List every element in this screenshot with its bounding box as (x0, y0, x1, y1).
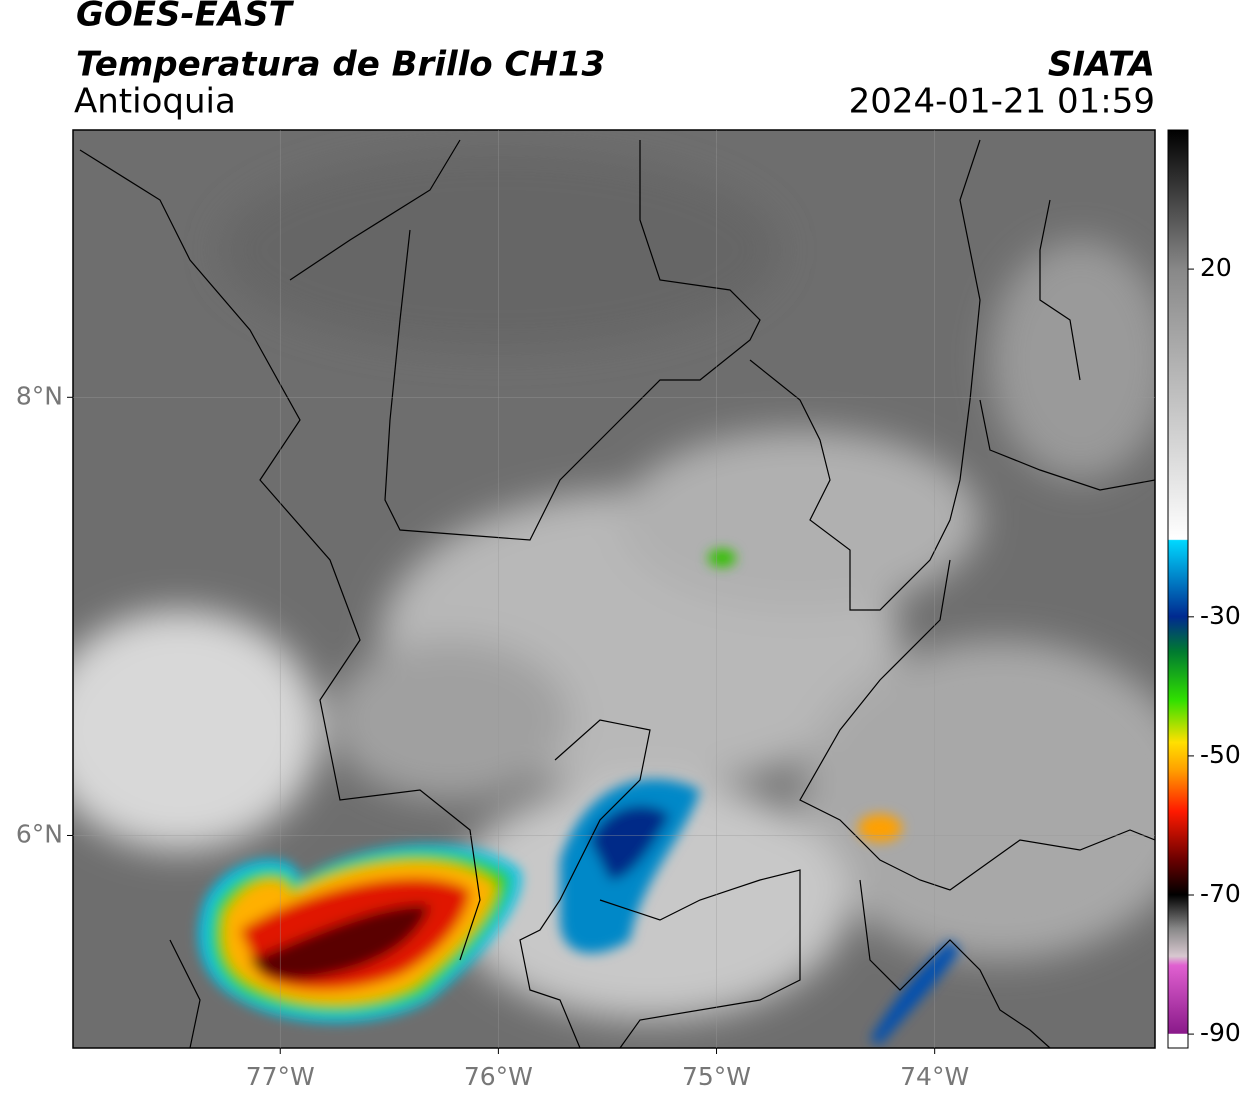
x-tick-label: 75°W (682, 1062, 751, 1091)
colorbar-tick-label: -50 (1200, 740, 1241, 769)
agency-label: SIATA (1048, 45, 1155, 85)
colorbar-tick-label: 20 (1200, 253, 1232, 282)
colorbar (1167, 129, 1189, 1049)
y-tick-label: 6°N (16, 819, 63, 848)
datetime-label: 2024-01-21 01:59 (849, 82, 1155, 122)
y-tick-label: 8°N (16, 381, 63, 410)
product-title: Temperatura de Brillo CH13 (76, 45, 605, 85)
satellite-image (73, 130, 1155, 1048)
map-frame (72, 129, 1156, 1049)
colorbar-tick-label: -90 (1200, 1018, 1241, 1047)
x-tick-label: 74°W (900, 1062, 969, 1091)
colorbar-tick-label: -70 (1200, 879, 1241, 908)
region-label: Antioquia (74, 82, 236, 122)
satellite-title: GOES-EAST (76, 0, 295, 35)
x-tick-label: 76°W (464, 1062, 533, 1091)
colorbar-tick-label: -30 (1200, 601, 1241, 630)
x-tick-label: 77°W (246, 1062, 315, 1091)
